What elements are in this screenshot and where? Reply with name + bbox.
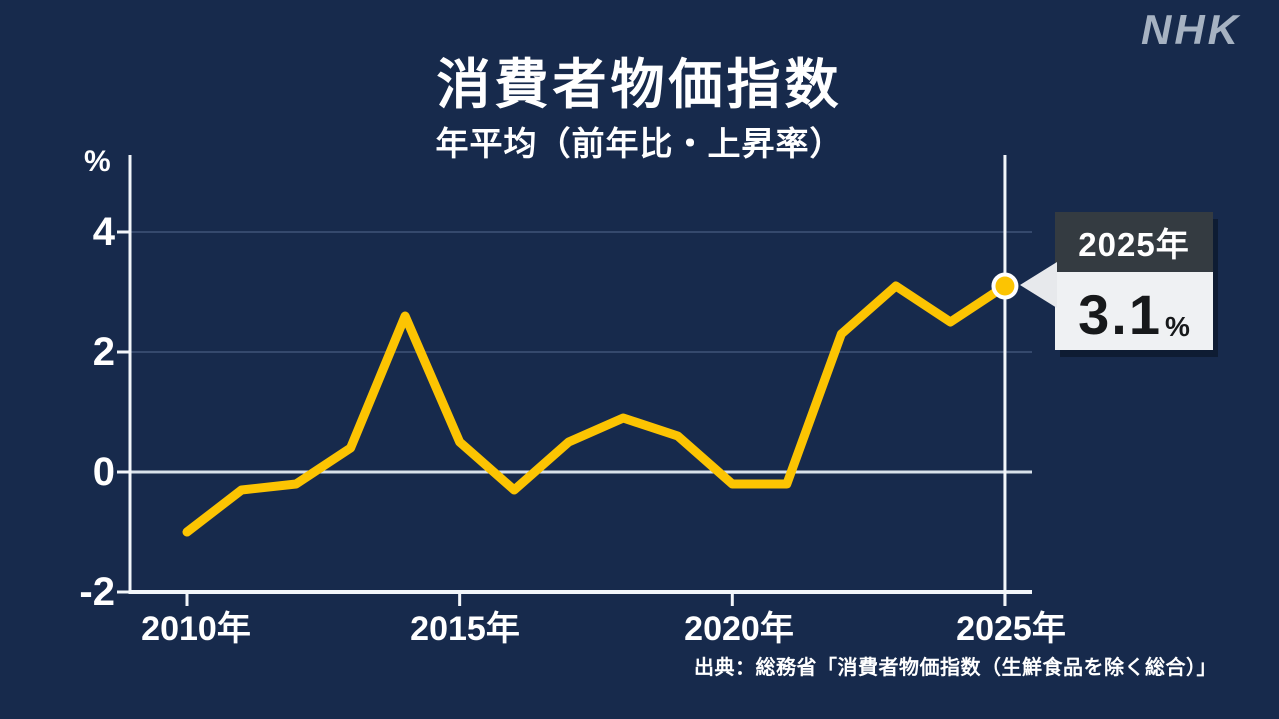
highlight-callout: 2025年 3.1%	[1020, 212, 1213, 350]
y-axis-unit-label: %	[84, 145, 111, 178]
x-tick-label-2010: 2010年	[141, 610, 251, 648]
x-tick-label-2025: 2025年	[956, 610, 1066, 648]
x-tick-label-2020: 2020年	[684, 610, 794, 648]
chart-subtitle: 年平均（前年比・上昇率）	[435, 125, 844, 162]
callout-unit: %	[1164, 311, 1190, 342]
callout-value: 3.1	[1078, 282, 1162, 346]
chart-title: 消費者物価指数	[436, 55, 843, 115]
source-credit: 出典：総務省「消費者物価指数（生鮮食品を除く総合）」	[694, 657, 1217, 679]
y-tick-label-minus2: -2	[79, 570, 115, 614]
y-tick-label-0: 0	[92, 450, 115, 494]
x-tick-label-2015: 2015年	[410, 610, 520, 648]
callout-arrow	[1020, 262, 1057, 308]
y-tick-label-2: 2	[92, 330, 115, 374]
callout-value-row: 3.1%	[1055, 272, 1213, 350]
y-tick-label-4: 4	[92, 210, 115, 254]
nhk-logo: NHK	[1141, 6, 1241, 53]
callout-year-label: 2025年	[1055, 212, 1213, 272]
